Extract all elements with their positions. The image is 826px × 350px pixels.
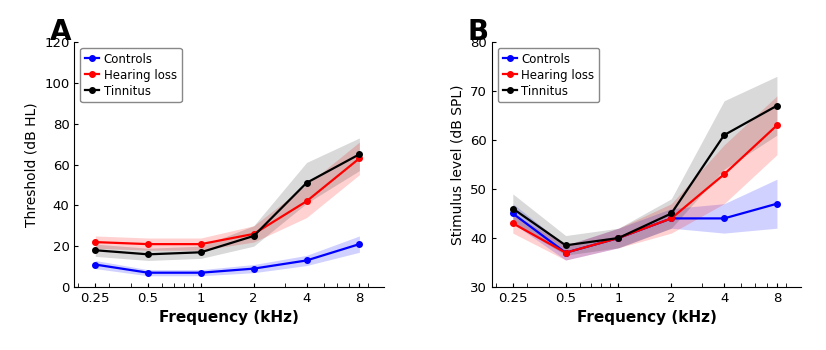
X-axis label: Frequency (kHz): Frequency (kHz) — [159, 310, 299, 326]
Legend: Controls, Hearing loss, Tinnitus: Controls, Hearing loss, Tinnitus — [498, 48, 600, 102]
X-axis label: Frequency (kHz): Frequency (kHz) — [577, 310, 716, 326]
Y-axis label: Threshold (dB HL): Threshold (dB HL) — [25, 102, 39, 227]
Legend: Controls, Hearing loss, Tinnitus: Controls, Hearing loss, Tinnitus — [80, 48, 182, 102]
Y-axis label: Stimulus level (dB SPL): Stimulus level (dB SPL) — [451, 84, 464, 245]
Text: A: A — [50, 18, 71, 46]
Text: B: B — [468, 18, 488, 46]
